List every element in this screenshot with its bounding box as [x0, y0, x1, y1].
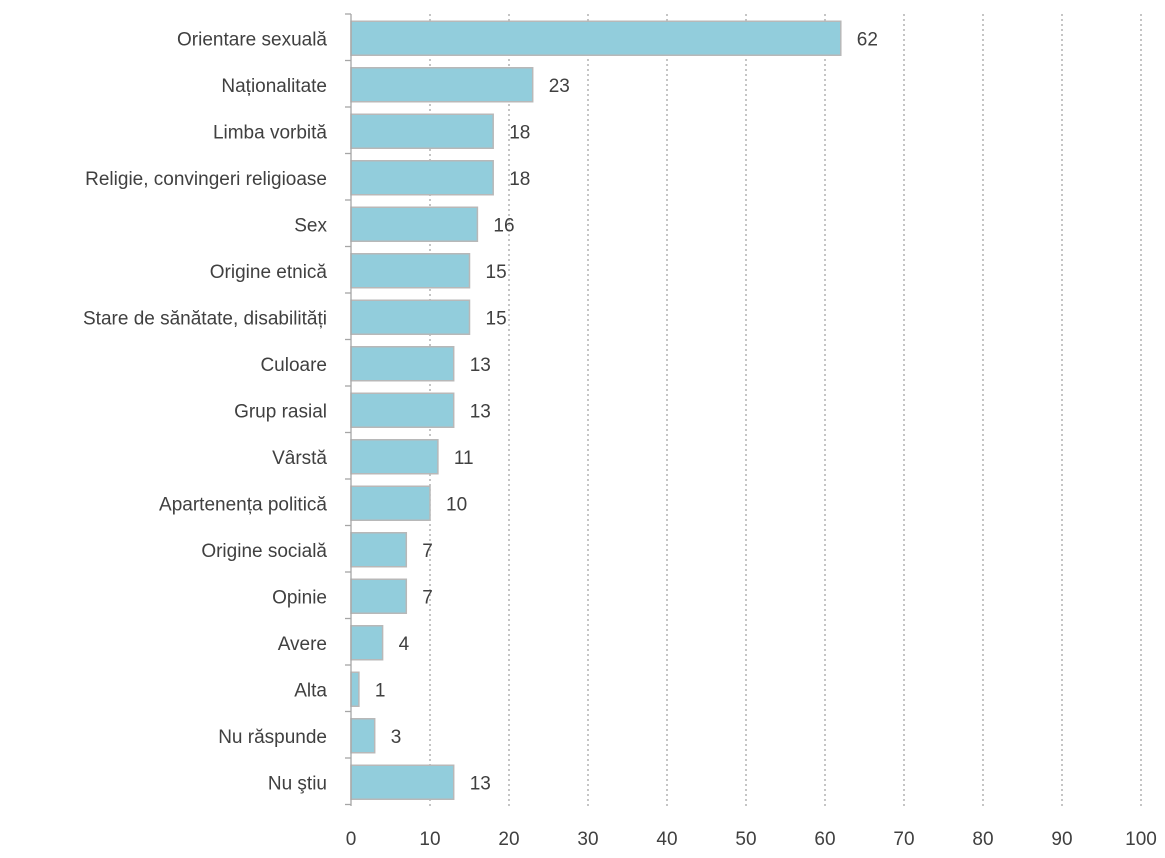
- data-label: 18: [509, 122, 530, 143]
- x-tick-label: 30: [577, 829, 598, 850]
- category-labels: Orientare sexuală Naționalitate Limba vorb…: [83, 29, 327, 794]
- bar: [350, 20, 842, 56]
- category-label: Limba vorbită: [213, 122, 327, 143]
- bar: [350, 718, 376, 754]
- x-tick-label: 100: [1125, 829, 1157, 850]
- bar: [350, 253, 471, 289]
- category-label: Stare de sănătate, disabilități: [83, 308, 327, 329]
- category-label: Origine etnică: [210, 262, 328, 283]
- bar: [350, 299, 471, 335]
- x-tick-label: 70: [893, 829, 914, 850]
- bar: [350, 160, 494, 196]
- data-label: 62: [857, 29, 878, 50]
- bar: [350, 392, 455, 428]
- category-label: Opinie: [272, 587, 327, 608]
- bar: [350, 764, 455, 800]
- data-label: 15: [486, 308, 507, 329]
- bars: [350, 20, 842, 800]
- category-label: Avere: [278, 634, 327, 655]
- data-label: 16: [493, 215, 514, 236]
- bar: [350, 532, 408, 568]
- x-tick-label: 60: [814, 829, 835, 850]
- x-tick-label: 10: [419, 829, 440, 850]
- y-axis: [345, 13, 352, 806]
- category-label: Sex: [294, 215, 327, 236]
- data-label: 13: [470, 401, 491, 422]
- data-label: 1: [375, 680, 386, 701]
- x-tick-label: 90: [1051, 829, 1072, 850]
- bar: [350, 346, 455, 382]
- data-label: 7: [422, 587, 433, 608]
- x-tick-label: 0: [346, 829, 357, 850]
- category-label: Origine socială: [201, 541, 327, 562]
- data-label: 4: [399, 634, 410, 655]
- x-tick-label: 20: [498, 829, 519, 850]
- data-label: 15: [486, 262, 507, 283]
- category-label: Nu ştiu: [268, 773, 327, 794]
- bar: [350, 485, 431, 521]
- bar: [350, 671, 360, 707]
- data-label: 10: [446, 494, 467, 515]
- data-label: 7: [422, 541, 433, 562]
- category-label: Grup rasial: [234, 401, 327, 422]
- category-label: Orientare sexuală: [177, 29, 327, 50]
- category-label: Naționalitate: [221, 76, 327, 97]
- bar: [350, 113, 494, 149]
- bar: [350, 578, 408, 614]
- data-label: 13: [470, 355, 491, 376]
- data-label: 18: [509, 169, 530, 190]
- category-label: Alta: [294, 680, 327, 701]
- category-label: Vârstă: [272, 448, 327, 469]
- data-label: 23: [549, 76, 570, 97]
- bar: [350, 439, 439, 475]
- x-tick-label: 50: [735, 829, 756, 850]
- data-label: 11: [454, 448, 474, 469]
- bar: [350, 67, 534, 103]
- category-label: Nu răspunde: [218, 727, 327, 748]
- category-label: Religie, convingeri religioase: [85, 169, 327, 190]
- data-label: 3: [391, 727, 402, 748]
- category-label: Apartenența politică: [159, 494, 327, 515]
- grid-lines: [429, 14, 1142, 806]
- x-tick-label: 80: [972, 829, 993, 850]
- bar: [350, 206, 479, 242]
- x-tick-label: 40: [656, 829, 677, 850]
- data-label: 13: [470, 773, 491, 794]
- bar: [350, 625, 384, 661]
- x-tick-labels: 0 10 20 30 40 50 60 70 80 90 100: [346, 829, 1157, 850]
- category-label: Culoare: [260, 355, 327, 376]
